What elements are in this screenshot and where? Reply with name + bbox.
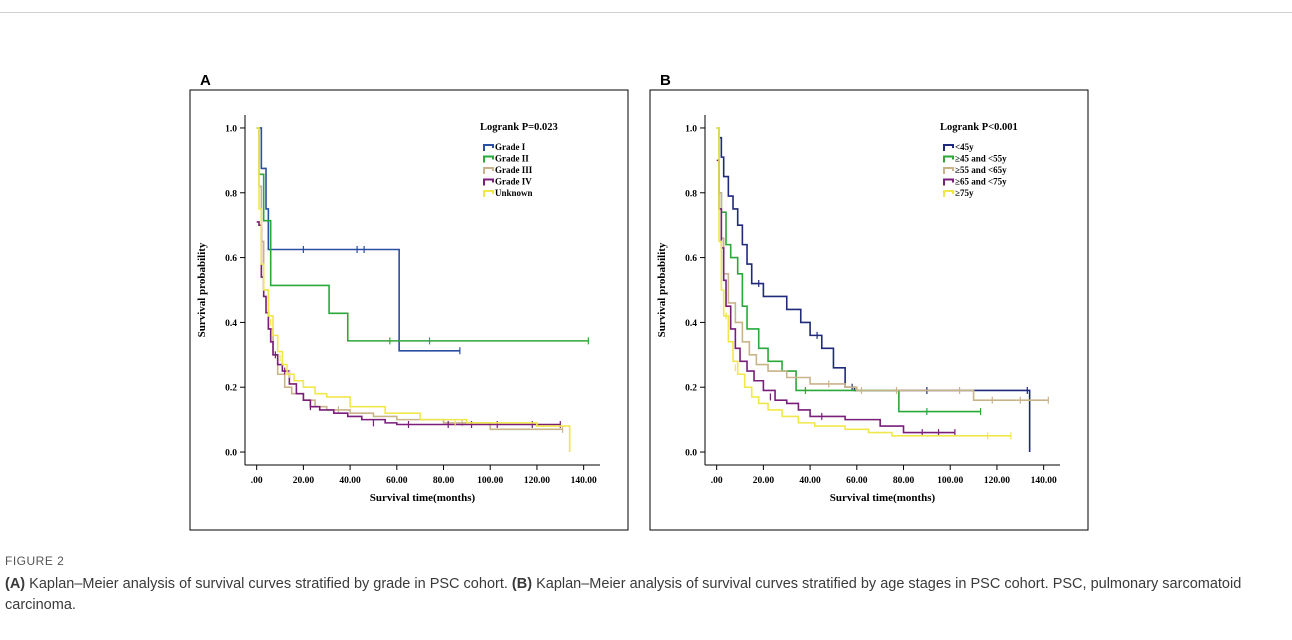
x-tick-label: 140.00 — [1031, 476, 1057, 486]
survival-curve — [716, 127, 1049, 401]
figure-label: FIGURE 2 — [5, 554, 65, 568]
logrank-annotation: Logrank P<0.001 — [940, 122, 1018, 133]
top-divider — [0, 12, 1292, 13]
x-axis-label: Survival time(months) — [830, 492, 936, 504]
legend-item: <45y — [943, 142, 974, 152]
survival-curve — [256, 127, 571, 453]
series-4 — [256, 127, 571, 453]
survival-curve — [256, 127, 589, 342]
x-tick-label: .00 — [251, 476, 263, 486]
legend-item: Unknown — [483, 188, 533, 198]
legend-swatch — [483, 167, 494, 174]
x-tick-label: 80.00 — [433, 476, 455, 486]
y-tick-label: 1.0 — [225, 124, 237, 134]
legend-item: ≥75y — [943, 188, 974, 198]
y-tick-label: 0.6 — [225, 254, 237, 264]
legend-swatch — [483, 190, 494, 197]
y-axis-label: Survival probability — [196, 242, 208, 337]
legend-label: ≥65 and <75y — [955, 177, 1007, 187]
legend-item: Grade IV — [483, 177, 532, 187]
legend-item: Grade I — [483, 142, 526, 152]
panel-b-chart: B 0.0 0.2 0.4 0.6 0.8 1.0 .00 20.00 40.00 60.00 80.… — [649, 72, 1089, 531]
legend-swatch — [943, 178, 954, 186]
legend-swatch — [943, 190, 954, 197]
logrank-annotation: Logrank P=0.023 — [480, 122, 558, 133]
x-tick-label: 100.00 — [937, 476, 963, 486]
x-tick-label: 60.00 — [846, 476, 868, 486]
survival-curve — [256, 127, 460, 352]
legend-swatch — [483, 178, 494, 186]
y-tick-label: 0.2 — [685, 384, 697, 394]
series-2 — [716, 127, 1049, 404]
x-tick-label: 100.00 — [477, 476, 503, 486]
y-tick-label: 0.2 — [225, 384, 237, 394]
caption-text: (A) Kaplan–Meier analysis of survival cu… — [5, 574, 1275, 616]
panel-a-chart: A 0.0 0.2 0.4 0.6 0.8 1.0 .00 20.00 40.00 60.00 80.… — [189, 72, 629, 531]
y-tick-label: 0.8 — [225, 189, 237, 199]
legend-label: ≥75y — [955, 188, 974, 198]
figure-caption: FIGURE 2 (A) Kaplan–Meier analysis of su… — [5, 554, 1275, 616]
x-tick-label: 40.00 — [799, 476, 821, 486]
caption-b-text: Kaplan–Meier analysis of survival curves… — [5, 576, 1242, 613]
legend-item: Grade II — [483, 154, 529, 164]
legend-label: Unknown — [495, 188, 533, 198]
legend-item: ≥45 and <55y — [943, 154, 1007, 164]
legend-item: ≥65 and <75y — [943, 177, 1007, 187]
legend-label: Grade IV — [495, 177, 532, 187]
legend-label: ≥45 and <55y — [955, 154, 1007, 164]
y-tick-label: 0.4 — [685, 319, 697, 329]
y-tick-label: 0.8 — [685, 189, 697, 199]
legend-swatch — [943, 155, 954, 163]
series-3 — [256, 221, 561, 428]
caption-b-tag: (B) — [511, 576, 533, 592]
y-axis-label: Survival probability — [656, 242, 668, 337]
series-4 — [716, 127, 1012, 440]
x-axis-label: Survival time(months) — [370, 492, 476, 504]
legend-label: Grade I — [495, 142, 526, 152]
legend-swatch — [943, 167, 954, 174]
y-tick-label: 1.0 — [685, 124, 697, 134]
x-tick-label: 20.00 — [293, 476, 315, 486]
outer-frame — [189, 89, 629, 531]
x-tick-label: 40.00 — [339, 476, 361, 486]
legend-item: Grade III — [483, 165, 533, 175]
x-tick-label: 120.00 — [524, 476, 550, 486]
caption-a-tag: (A) — [5, 576, 26, 592]
y-tick-label: 0.0 — [225, 449, 237, 459]
y-tick-label: 0.4 — [225, 319, 237, 329]
outer-frame — [649, 89, 1089, 531]
series-1 — [716, 127, 982, 416]
y-tick-label: 0.6 — [685, 254, 697, 264]
x-tick-label: 120.00 — [984, 476, 1010, 486]
x-tick-label: 80.00 — [893, 476, 915, 486]
panel-b-letter: B — [660, 72, 671, 89]
x-tick-label: .00 — [711, 476, 723, 486]
survival-curve — [716, 127, 981, 413]
legend-label: <45y — [955, 142, 974, 152]
legend-swatch — [943, 144, 954, 151]
series-0 — [716, 127, 1031, 453]
legend-swatch — [483, 155, 494, 163]
x-tick-label: 140.00 — [571, 476, 597, 486]
x-tick-label: 20.00 — [753, 476, 775, 486]
survival-curve — [256, 221, 561, 426]
x-tick-label: 60.00 — [386, 476, 408, 486]
series-1 — [256, 127, 589, 345]
survival-curve — [716, 127, 1031, 453]
survival-curve — [716, 127, 1011, 437]
series-0 — [256, 127, 461, 355]
caption-a-text: Kaplan–Meier analysis of survival curves… — [25, 576, 512, 592]
legend-label: ≥55 and <65y — [955, 165, 1007, 175]
series-3 — [716, 159, 956, 437]
legend-swatch — [483, 144, 494, 151]
legend-item: ≥55 and <65y — [943, 165, 1007, 175]
legend-label: Grade II — [495, 154, 529, 164]
y-tick-label: 0.0 — [685, 449, 697, 459]
legend-label: Grade III — [495, 165, 533, 175]
survival-curve — [716, 159, 955, 434]
panel-a-letter: A — [200, 72, 211, 89]
